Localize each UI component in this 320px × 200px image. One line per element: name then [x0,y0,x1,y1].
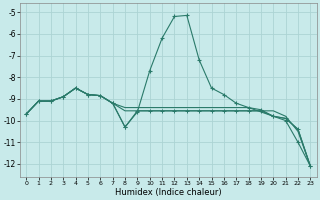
X-axis label: Humidex (Indice chaleur): Humidex (Indice chaleur) [115,188,221,197]
